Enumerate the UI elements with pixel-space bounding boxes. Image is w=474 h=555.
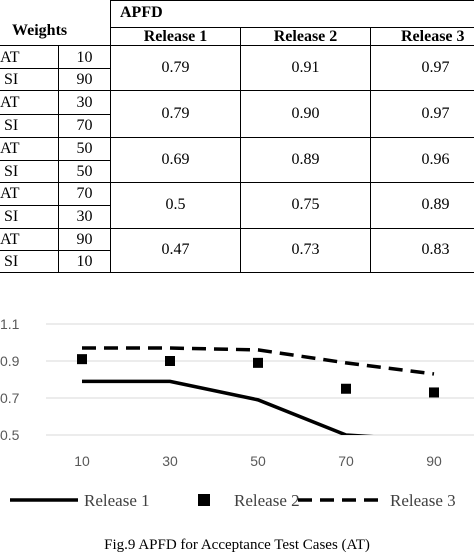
figure-caption: Fig.9 APFD for Acceptance Test Cases (AT… [104, 537, 370, 553]
apfd-value: 0.75 [291, 196, 320, 213]
at-weight: 90 [76, 231, 93, 248]
si-label: SI [4, 71, 19, 88]
legend-label: Release 3 [390, 491, 456, 510]
release-3-header: Release 3 [401, 28, 465, 45]
legend-label: Release 2 [234, 491, 300, 510]
table-border [370, 27, 371, 273]
legend-symbol [198, 494, 210, 506]
x-tick-label: 10 [74, 453, 90, 469]
at-weight: 10 [76, 49, 93, 66]
table-border [0, 45, 474, 46]
table-border [0, 228, 474, 229]
at-weight: 70 [76, 185, 93, 202]
table-border [0, 137, 474, 138]
y-axis-ticks: 1.1 0.9 0.7 0.5 [0, 316, 20, 443]
apfd-value: 0.91 [291, 59, 320, 76]
release-3-line [82, 346, 435, 376]
table-border [0, 90, 474, 91]
release-2-marker [165, 356, 175, 366]
table-border [240, 27, 241, 273]
at-weight: 30 [76, 94, 93, 111]
x-tick-label: 30 [162, 453, 178, 469]
table-border [0, 68, 110, 69]
apfd-chart: 1.10.90.70.5 10 30 50 70 90 Release 1 Release… [0, 316, 474, 510]
release-2-marker [77, 354, 87, 365]
y-tick-label: 0.9 [0, 353, 20, 369]
at-label: AT [0, 49, 20, 66]
apfd-table: Weights APFD Release 1 Release 2 Release… [0, 0, 474, 273]
si-weight: 10 [76, 253, 93, 270]
x-tick-label: 90 [426, 453, 442, 469]
apfd-value: 0.89 [291, 151, 320, 168]
at-label: AT [0, 185, 20, 202]
release-2-marker [341, 383, 351, 394]
table-border [110, 0, 111, 273]
table-border [0, 205, 110, 206]
si-weight: 50 [76, 163, 93, 180]
table-border [0, 160, 110, 161]
apfd-value: 0.97 [421, 105, 450, 122]
y-tick-label: 0.7 [0, 390, 20, 406]
x-tick-label: 50 [250, 453, 266, 469]
y-tick-label: 1.1 [0, 316, 20, 332]
table-border [110, 27, 474, 28]
table-border [0, 182, 474, 183]
y-tick-label: 0.5 [0, 427, 20, 443]
table-border [0, 250, 110, 251]
si-weight: 30 [76, 208, 93, 225]
table-border [58, 45, 59, 273]
legend-label: Release 1 [84, 491, 150, 510]
gridlines [46, 323, 474, 436]
apfd-value: 0.83 [421, 241, 450, 258]
apfd-value: 0.69 [161, 151, 190, 168]
x-tick-label: 70 [338, 453, 354, 469]
apfd-value: 0.5 [165, 196, 186, 213]
apfd-value: 0.96 [421, 151, 450, 168]
release-2-marker [253, 357, 263, 368]
si-weight: 70 [76, 117, 93, 134]
si-weight: 90 [76, 71, 93, 88]
series [77, 346, 439, 435]
release-1-line [82, 379, 374, 435]
si-label: SI [4, 253, 19, 270]
apfd-value: 0.79 [161, 105, 190, 122]
apfd-value: 0.97 [421, 59, 450, 76]
release-2-marker [429, 387, 439, 398]
apfd-value: 0.73 [291, 241, 320, 258]
table-border [0, 272, 474, 273]
si-label: SI [4, 208, 19, 225]
at-weight: 50 [76, 140, 93, 157]
at-label: AT [0, 94, 20, 111]
apfd-value: 0.90 [291, 105, 320, 122]
release-1-header: Release 1 [143, 28, 208, 45]
si-label: SI [4, 117, 19, 134]
weights-header: Weights [12, 22, 68, 39]
table-border [0, 114, 110, 115]
at-label: AT [0, 231, 20, 248]
apfd-header: APFD [120, 4, 163, 21]
apfd-value: 0.47 [161, 241, 190, 258]
apfd-value: 0.79 [161, 59, 190, 76]
table-border [110, 0, 474, 1]
apfd-value: 0.89 [421, 196, 450, 213]
x-axis-ticks: 10 30 50 70 90 [74, 453, 442, 469]
si-label: SI [4, 163, 19, 180]
at-label: AT [0, 140, 20, 157]
legend: Release 1 Release 2 Release 3 [10, 491, 456, 510]
release-2-header: Release 2 [273, 28, 338, 45]
